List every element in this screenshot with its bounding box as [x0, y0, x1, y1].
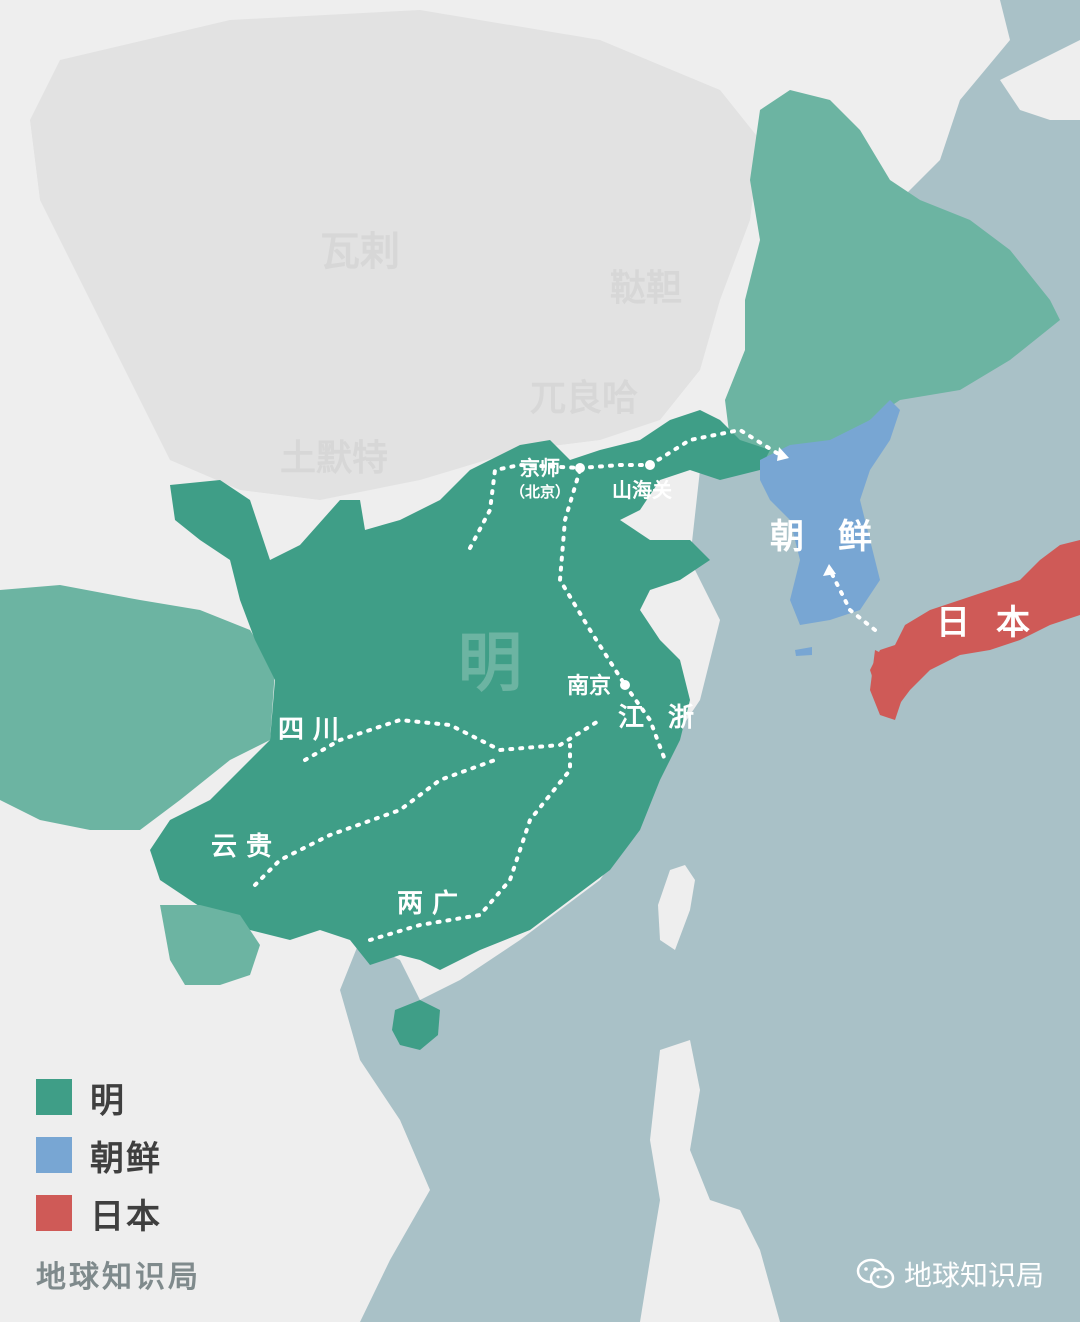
- route-beijing-shanhai: [578, 463, 652, 470]
- label-ming: 明: [458, 627, 522, 701]
- yunnan-south: [160, 905, 260, 985]
- route-shanhaiguan-korea: [648, 427, 782, 467]
- ghost-label-2: 鞑靼: [610, 268, 682, 309]
- wechat-credit-label: 地球知识局: [903, 1259, 1044, 1292]
- indochina-land: [0, 960, 350, 1322]
- wechat-credit: 地球知识局: [856, 1254, 1044, 1294]
- manchuria-region: [725, 90, 1060, 460]
- steppe-region: [30, 10, 760, 500]
- label-jiang: 江: [618, 703, 644, 733]
- route-nanjing-south: [623, 683, 667, 762]
- label-yungui: 云 贵: [211, 832, 272, 862]
- dot-jingshi: [575, 463, 585, 473]
- label-joseon-1: 朝: [770, 517, 804, 557]
- ming-territory: [150, 410, 770, 970]
- japan-kyushu: [870, 650, 905, 720]
- legend-label-ming: 明: [90, 1080, 126, 1121]
- label-sichuan: 四 川: [278, 715, 339, 745]
- route-yungui: [253, 758, 497, 887]
- credit-watermark: 地球知识局: [36, 1260, 201, 1295]
- label-japan-2: 本: [996, 603, 1030, 643]
- route-japan-korea: [828, 568, 877, 632]
- legend-swatch-ming: [36, 1079, 72, 1115]
- legend-item-japan: 日本: [36, 1184, 162, 1242]
- label-nanjing: 南京: [567, 673, 611, 699]
- dot-nanjing: [620, 680, 630, 690]
- label-zhe: 浙: [668, 703, 694, 733]
- label-shanhaiguan: 山海关: [612, 478, 672, 502]
- legend: 明 朝鲜 日本: [36, 1068, 162, 1242]
- wechat-icon: [856, 1258, 895, 1289]
- hainan-island: [392, 1000, 440, 1050]
- joseon-territory: [760, 400, 900, 625]
- legend-label-joseon: 朝鲜: [90, 1138, 162, 1179]
- arrow-korea-south: [823, 564, 836, 576]
- label-jingshi: 京师: [520, 456, 560, 480]
- legend-label-japan: 日本: [90, 1196, 162, 1237]
- ghost-label-1: 瓦剌: [320, 229, 400, 275]
- dot-shanhaiguan: [645, 460, 655, 470]
- ghost-label-4: 土默特: [280, 438, 388, 479]
- label-liangguang: 两 广: [397, 889, 458, 919]
- philippines-land: [640, 1040, 780, 1322]
- label-jingshi-note: （北京）: [510, 483, 570, 501]
- ghost-label-3: 兀良哈: [530, 378, 638, 419]
- jeju-island: [795, 647, 812, 656]
- route-beijing-north: [468, 462, 582, 550]
- route-sichuan: [303, 717, 602, 762]
- route-beijing-nanjing: [557, 468, 627, 687]
- japan-territory: [870, 540, 1080, 710]
- legend-swatch-joseon: [36, 1137, 72, 1173]
- northern-island: [1000, 40, 1080, 120]
- legend-item-joseon: 朝鲜: [36, 1126, 162, 1184]
- label-joseon-2: 鲜: [838, 517, 872, 557]
- routes: [253, 427, 877, 942]
- legend-item-ming: 明: [36, 1068, 162, 1126]
- arrow-korea-north: [777, 447, 789, 461]
- tibet-region: [0, 585, 275, 830]
- route-liangguang: [368, 743, 572, 942]
- taiwan-island: [658, 865, 695, 950]
- legend-swatch-japan: [36, 1195, 72, 1231]
- label-japan-1: 日: [936, 603, 970, 643]
